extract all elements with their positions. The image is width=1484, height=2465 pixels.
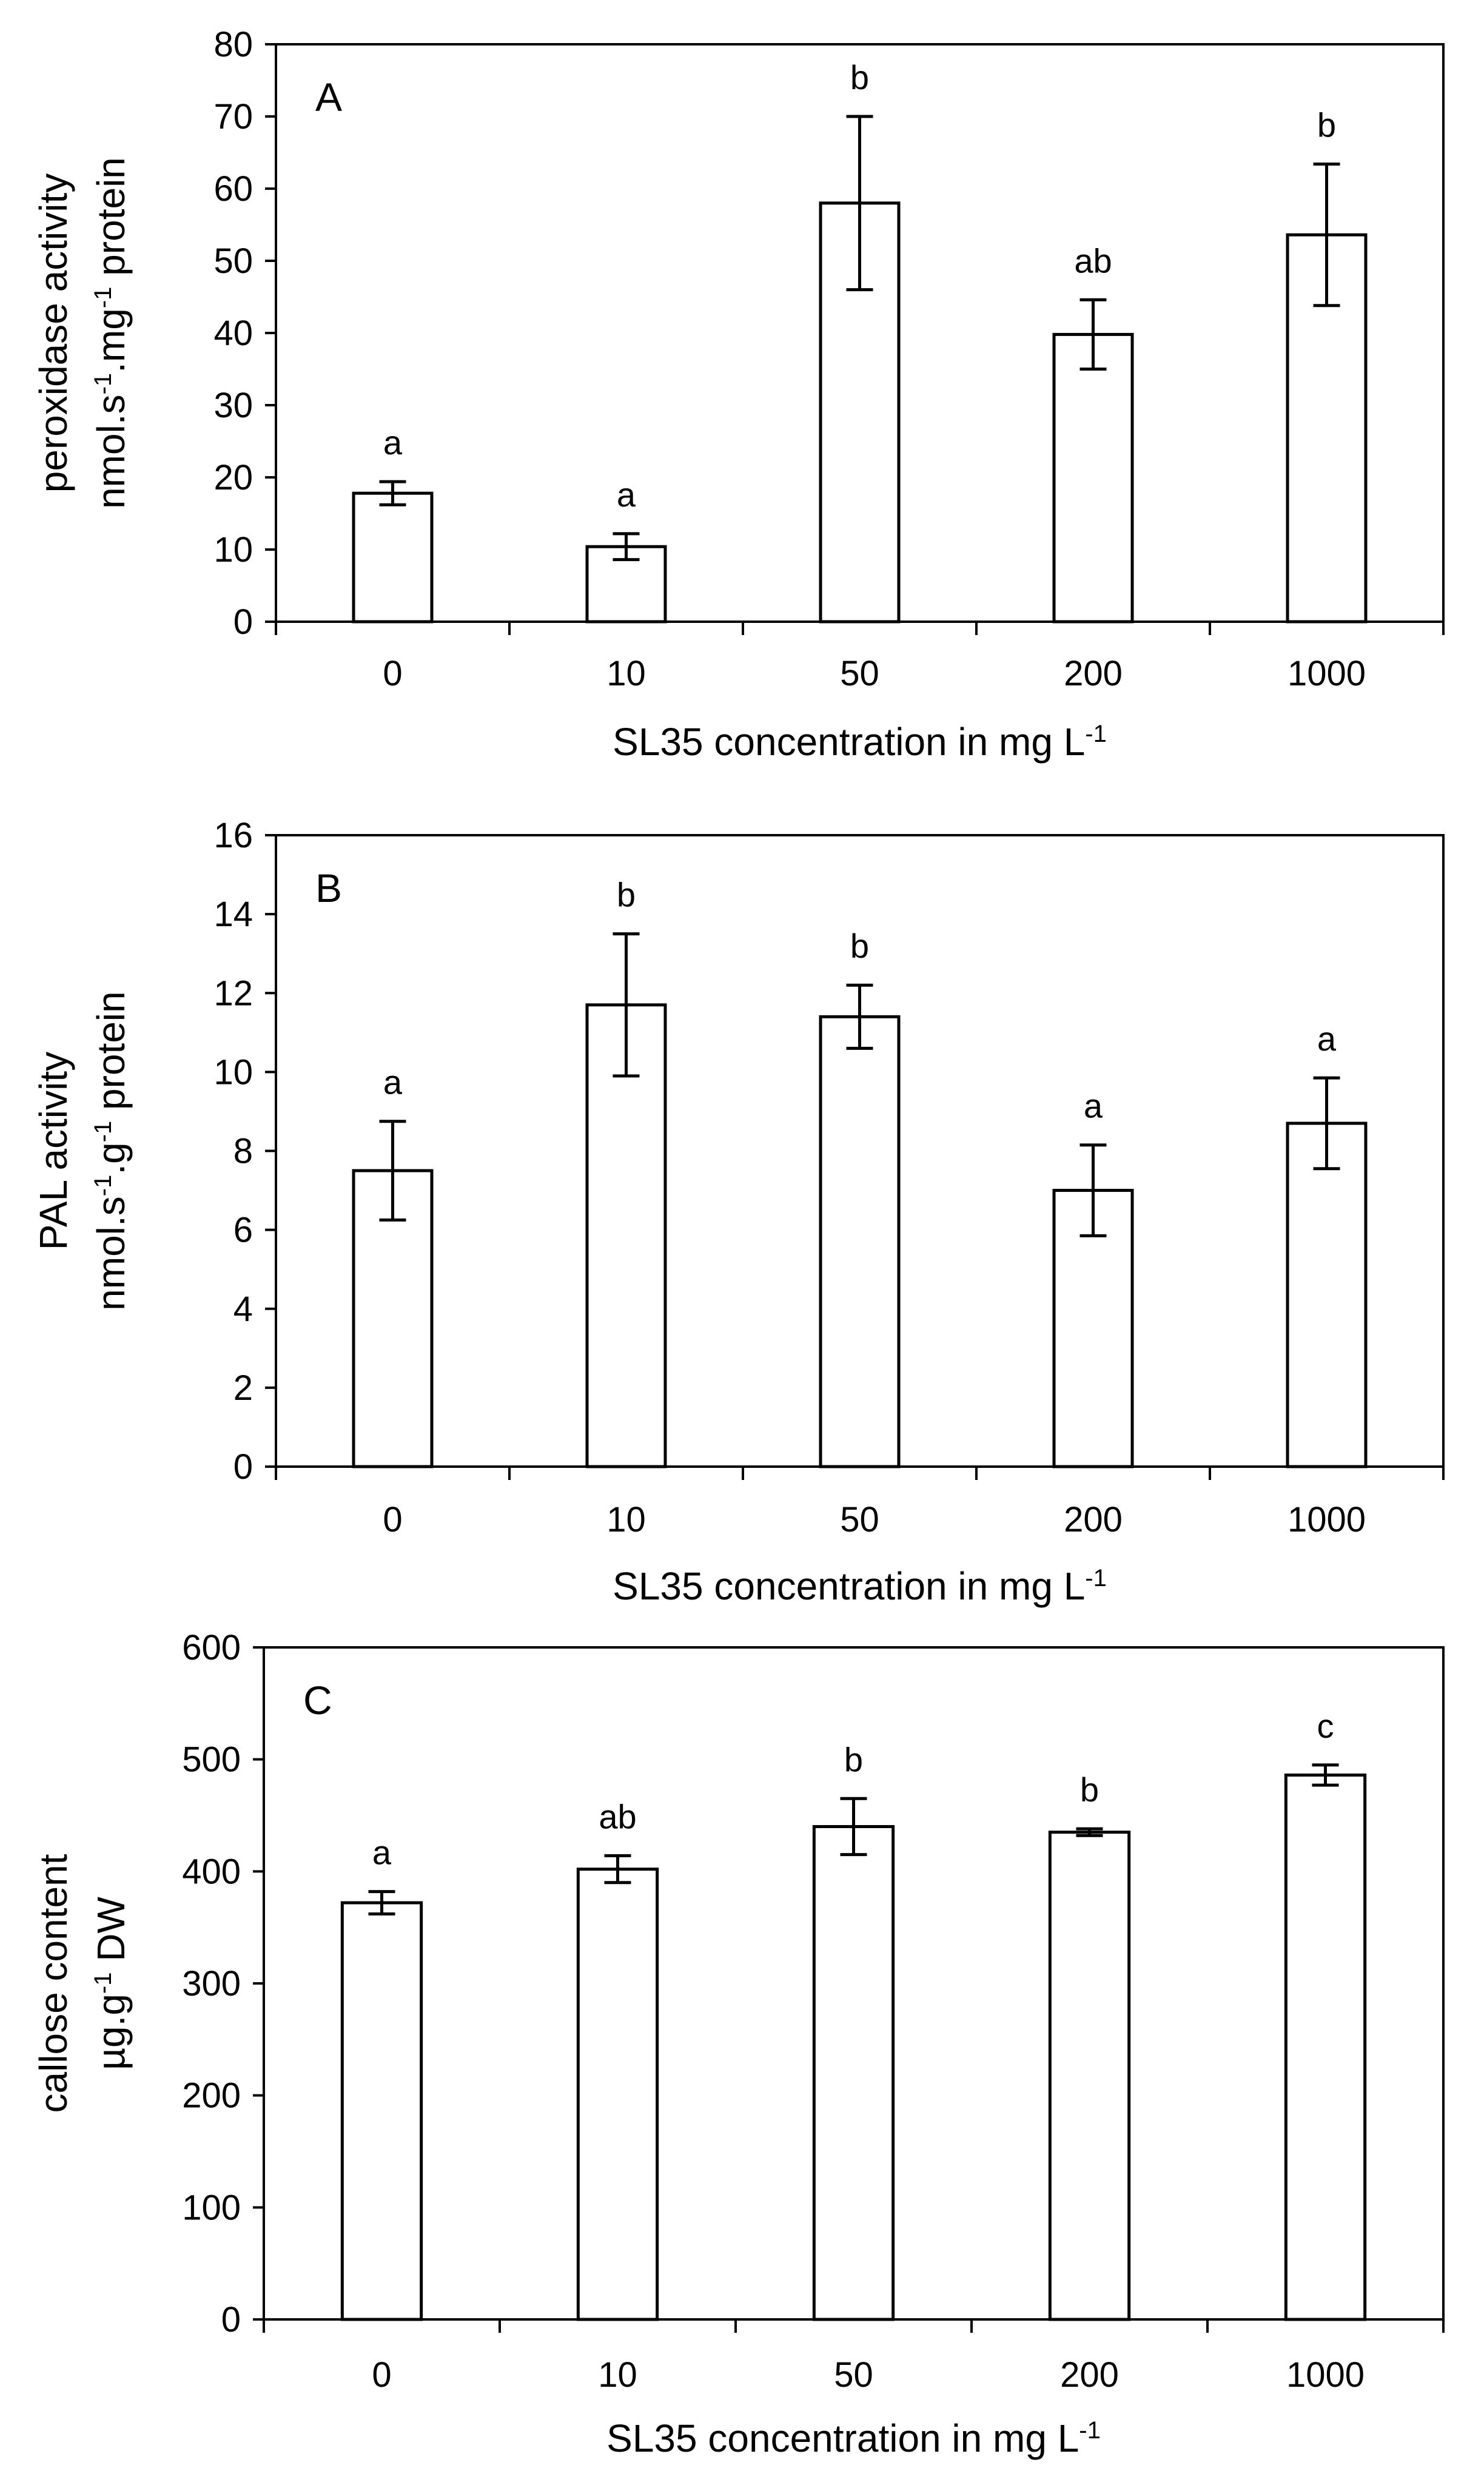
x-tick-label: 10 [598, 2355, 637, 2395]
y-tick-label: 600 [182, 1628, 241, 1667]
significance-label: b [844, 1740, 863, 1778]
significance-label: b [617, 876, 636, 914]
y-tick-label: 60 [213, 169, 253, 209]
significance-label: b [850, 58, 869, 96]
y-tick-label: 10 [213, 1052, 253, 1092]
significance-label: a [383, 423, 403, 462]
y-tick-label: 14 [213, 895, 253, 934]
y-axis-title-line1: callose content [32, 1854, 75, 2113]
y-tick-label: 200 [182, 2076, 241, 2116]
panel-a: 0 10 20 30 40 50 60 70 80 a 0 a 10 b 50 ab 200 b 1000 A SL35… [32, 25, 1445, 764]
y-axis-title-line2: nmol.s-1.mg-1 protein [89, 157, 133, 509]
bar [352, 491, 434, 624]
y-tick-label: 0 [233, 1447, 253, 1487]
x-tick-label: 200 [1060, 2355, 1119, 2395]
x-tick-label: 200 [1064, 654, 1123, 693]
x-tick-label: 1000 [1288, 1500, 1366, 1539]
y-axis-title-line1: PAL activity [32, 1052, 75, 1250]
x-tick-label: 50 [840, 1500, 879, 1539]
significance-label: a [372, 1834, 392, 1872]
x-axis-title: SL35 concentration in mg L-1 [606, 2416, 1101, 2460]
panel-c: 0 100 200 300 400 500 600 a 0 ab 10 b 50 b 200 c 1000 C SL… [32, 1628, 1445, 2460]
y-axis-title-line2: µg.g-1 DW [89, 1896, 133, 2070]
significance-label: ab [599, 1797, 636, 1835]
significance-label: b [1080, 1771, 1099, 1809]
y-tick-label: 6 [233, 1211, 253, 1250]
y-tick-label: 400 [182, 1852, 241, 1891]
y-tick-label: 8 [233, 1132, 253, 1171]
bar [1284, 1774, 1367, 2321]
y-tick-label: 50 [213, 241, 253, 281]
y-tick-label: 4 [233, 1290, 253, 1329]
x-axis-title: SL35 concentration in mg L-1 [613, 720, 1107, 764]
panel-b: 0 2 4 6 8 10 12 14 16 a 0 b 10 b 50 a 200 a 1000 B SL35 conc… [32, 816, 1445, 1608]
significance-label: a [617, 476, 636, 514]
significance-label: a [383, 1063, 403, 1101]
bar [585, 1003, 667, 1468]
bar [576, 1868, 659, 2321]
x-tick-label: 50 [834, 2355, 873, 2395]
y-tick-label: 0 [233, 602, 253, 642]
y-tick-label: 300 [182, 1964, 241, 2003]
bar [1286, 1122, 1368, 1468]
x-tick-label: 10 [606, 654, 646, 693]
panel-letter: A [315, 75, 342, 119]
x-tick-label: 1000 [1288, 654, 1366, 693]
bar [1052, 332, 1134, 624]
panel-letter: B [315, 866, 342, 910]
x-tick-label: 50 [840, 654, 879, 693]
x-tick-label: 0 [383, 654, 402, 693]
x-tick-label: 0 [372, 2355, 391, 2395]
y-axis-title-line2: nmol.s-1.g-1 protein [89, 991, 133, 1311]
panel-letter: C [303, 1678, 332, 1723]
x-tick-label: 200 [1064, 1500, 1123, 1539]
x-axis-title: SL35 concentration in mg L-1 [613, 1564, 1107, 1608]
significance-label: a [1317, 1020, 1337, 1058]
bar [812, 1824, 895, 2321]
significance-label: b [1317, 106, 1336, 144]
y-tick-label: 40 [213, 314, 253, 353]
significance-label: ab [1074, 241, 1112, 280]
y-tick-label: 100 [182, 2188, 241, 2227]
significance-label: b [850, 927, 869, 965]
x-tick-label: 1000 [1286, 2355, 1365, 2395]
bar [340, 1901, 423, 2321]
y-tick-label: 20 [213, 458, 253, 497]
bar [1048, 1831, 1131, 2321]
y-axis-title-line1: peroxidase activity [32, 173, 75, 493]
y-tick-label: 0 [221, 2300, 241, 2339]
significance-label: c [1317, 1707, 1334, 1745]
y-tick-label: 2 [233, 1368, 253, 1408]
y-tick-label: 10 [213, 530, 253, 570]
y-tick-label: 500 [182, 1740, 241, 1780]
y-tick-label: 12 [213, 974, 253, 1013]
y-tick-label: 70 [213, 97, 253, 136]
bar [819, 1015, 901, 1468]
significance-label: a [1084, 1087, 1103, 1125]
y-tick-label: 30 [213, 386, 253, 425]
x-tick-label: 10 [606, 1500, 646, 1539]
y-tick-label: 80 [213, 25, 253, 64]
y-tick-label: 16 [213, 816, 253, 855]
x-tick-label: 0 [383, 1500, 402, 1539]
